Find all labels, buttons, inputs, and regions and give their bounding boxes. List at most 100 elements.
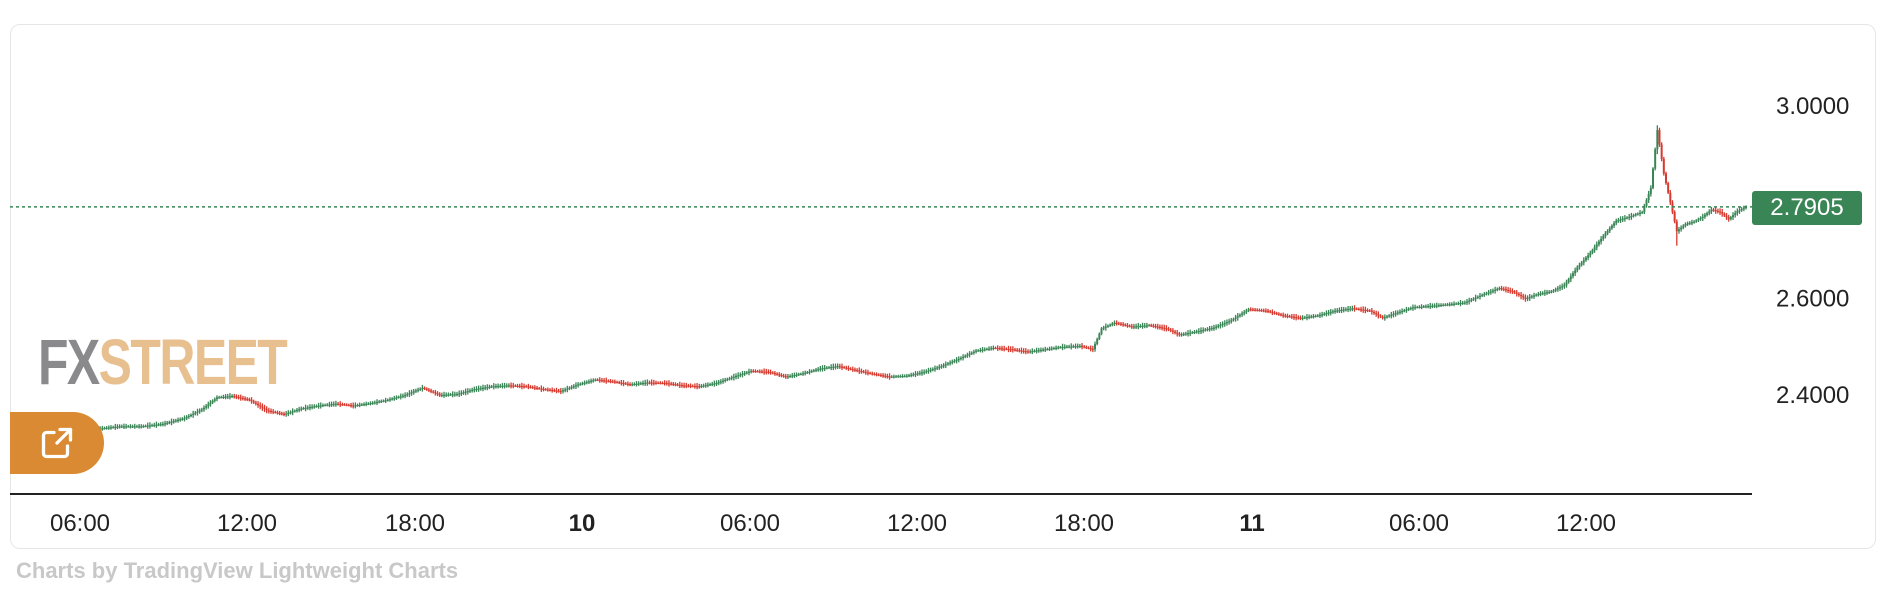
candle-up [1241,313,1244,315]
candle-up [218,397,221,399]
candle-down [438,394,441,396]
candle-up [1137,326,1140,328]
candle-up [1433,305,1436,307]
candle-up [1552,290,1555,292]
candle-up [1219,324,1222,327]
candle-down [278,412,281,415]
candle-down [1375,313,1378,315]
candle-down [1262,310,1265,312]
candle-up [1498,288,1501,290]
candle-up [380,401,383,403]
candle-down [241,397,244,400]
candle-up [295,409,298,412]
candle-up [363,404,366,406]
candle-down [998,348,1001,350]
candle-down [510,385,513,387]
candle-up [412,391,415,393]
candle-down [434,392,437,394]
candle-up [921,372,923,374]
candle-up [1072,346,1075,348]
candle-up [170,421,173,423]
candle-up [1184,333,1187,335]
candle-down [659,382,662,384]
candle-down [782,375,785,377]
candle-up [1435,305,1438,307]
candle-down [693,385,696,388]
open-external-button[interactable] [10,412,104,474]
candle-down [341,404,344,406]
candle-up [925,371,928,373]
candle-up [1113,322,1116,324]
candle-up [477,388,480,390]
candle-up [1481,294,1484,297]
candle-up [1703,214,1706,217]
candle-up [908,375,911,377]
candle-down [674,384,677,386]
candle-down [1725,215,1728,218]
candle-up [799,373,802,375]
x-tick-label: 18:00 [385,510,445,537]
candle-up [802,373,805,375]
candle-up [726,379,729,381]
candle-down [257,403,260,406]
candle-down [1001,348,1004,350]
candle-down [1085,346,1088,349]
candle-down [343,404,346,406]
candle-up [1615,220,1618,224]
candle-down [267,410,270,412]
candle-down [629,384,632,386]
candle-up [1031,351,1034,353]
candle-down [763,371,766,373]
candle-up [1530,296,1533,298]
candle-up [940,366,943,368]
candle-down [1370,310,1373,312]
candle-up [1569,276,1572,280]
candle-up [1591,250,1594,253]
candle-up [153,424,156,427]
candle-up [990,348,993,350]
candle-up [797,374,800,376]
candle-up [1037,350,1040,352]
x-tick-label: 12:00 [887,510,947,537]
candle-up [579,383,582,386]
candle-up [185,417,188,419]
candle-up [300,408,303,410]
candle-down [605,380,608,382]
candle-up [456,394,459,396]
candle-down [1171,330,1174,332]
candle-up [131,426,134,428]
candle-down [1115,322,1118,324]
candle-down [425,388,428,390]
candle-up [1444,304,1447,306]
candle-down [1290,316,1293,318]
candle-down [886,375,889,378]
chart-card [10,24,1876,549]
candle-up [1052,348,1055,350]
candle-down [531,387,534,389]
candle-up [1632,215,1635,217]
candle-up [1331,311,1334,313]
candle-up [1738,209,1741,212]
candle-up [473,389,476,391]
candle-up [1574,270,1577,274]
candle-up [224,396,227,398]
candle-down [244,398,247,400]
candle-down [1018,350,1021,352]
candle-up [741,373,744,376]
candle-up [1621,218,1624,220]
candle-down [1727,217,1730,220]
candle-up [1206,329,1209,331]
candle-down [1009,349,1012,351]
candle-down [600,380,603,382]
candle-up [490,386,493,388]
candle-up [895,376,898,378]
candle-up [1236,316,1239,318]
candle-down [239,397,242,399]
candle-up [1042,349,1045,351]
attribution-footer[interactable]: Charts by TradingView Lightweight Charts [16,558,459,583]
candle-up [637,383,640,385]
candle-down [1719,211,1722,213]
candle-up [1630,215,1633,218]
candle-up [899,376,902,378]
